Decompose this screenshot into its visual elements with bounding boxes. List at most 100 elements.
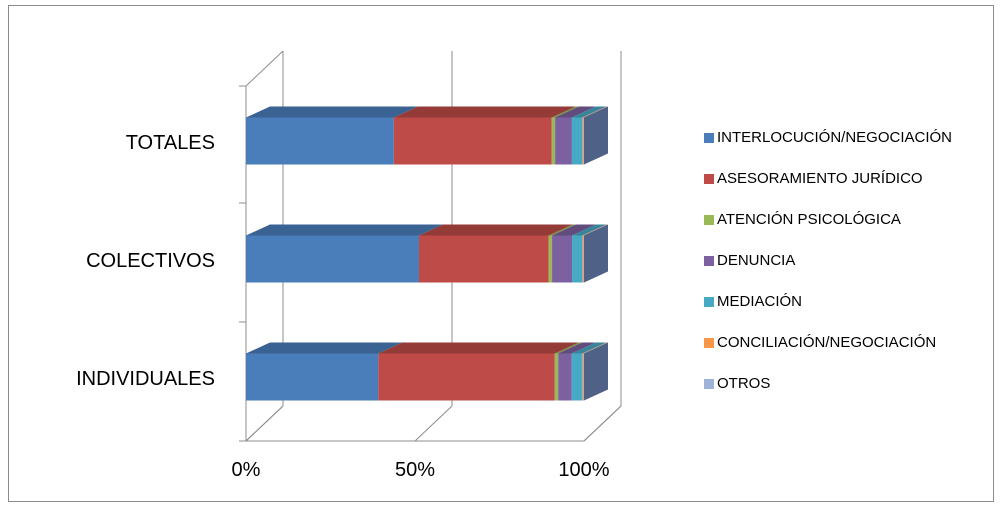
bar-colectivos-6 bbox=[583, 224, 608, 283]
bar-front-face bbox=[582, 353, 584, 401]
bar-top-face bbox=[571, 342, 606, 354]
legend-swatch bbox=[704, 337, 714, 348]
gridline-floor bbox=[245, 405, 284, 442]
bar-totales-4 bbox=[571, 106, 606, 165]
chart-plot: INDIVIDUALES COLECTIVOS TOTALES 0% 50% 100% bbox=[76, 50, 622, 481]
bar-individuales-5 bbox=[581, 342, 607, 401]
bar-front-face bbox=[378, 353, 555, 401]
bar-front-face bbox=[418, 235, 549, 283]
bar-front-face bbox=[246, 235, 419, 283]
bar-top-face bbox=[246, 224, 443, 236]
category-label-colectivos: COLECTIVOS bbox=[86, 250, 215, 272]
bar-front-face bbox=[246, 117, 394, 165]
bar-front-face bbox=[555, 117, 572, 165]
bar-top-face bbox=[583, 224, 608, 236]
bar-top-face bbox=[555, 106, 596, 118]
bar-top-face bbox=[552, 224, 597, 236]
bar-top-face bbox=[581, 106, 607, 118]
legend-label: INTERLOCUCIÓN/NEGOCIACIÓN bbox=[717, 129, 953, 146]
bar-top-face bbox=[582, 342, 608, 354]
bars bbox=[246, 106, 608, 401]
bar-colectivos-4 bbox=[572, 224, 607, 283]
legend-label: ASESORAMIENTO JURÍDICO bbox=[717, 170, 923, 187]
bar-colectivos-2 bbox=[548, 224, 577, 283]
bar-front-face bbox=[548, 235, 553, 283]
legend-label: DENUNCIA bbox=[717, 252, 796, 269]
bar-front-face bbox=[554, 353, 559, 401]
bar-top-face bbox=[554, 342, 583, 354]
bar-end-face bbox=[584, 224, 608, 283]
wall-top-edge bbox=[245, 50, 284, 87]
bar-top-face bbox=[246, 342, 403, 354]
legend-label: OTROS bbox=[717, 375, 771, 392]
bar-front-face bbox=[571, 117, 582, 165]
bar-top-face bbox=[558, 342, 596, 354]
bar-colectivos-3 bbox=[552, 224, 597, 283]
bar-top-face bbox=[571, 106, 606, 118]
legend-item: CONCILIACIÓN/NEGOCIACIÓN bbox=[704, 329, 952, 356]
bar-front-face bbox=[583, 235, 584, 283]
x-tick-label: 0% bbox=[232, 459, 261, 481]
bar-individuales-0 bbox=[246, 342, 403, 401]
legend-swatch bbox=[704, 255, 714, 266]
chart-frame: INDIVIDUALES COLECTIVOS TOTALES 0% 50% 100% … bbox=[8, 5, 994, 502]
legend-label: ATENCIÓN PSICOLÓGICA bbox=[717, 211, 901, 228]
bar-individuales-6 bbox=[582, 342, 608, 401]
category-label-totales: TOTALES bbox=[126, 132, 215, 154]
legend-item: ATENCIÓN PSICOLÓGICA bbox=[704, 206, 952, 233]
bar-top-face bbox=[551, 106, 580, 118]
legend-swatch bbox=[704, 296, 714, 307]
bar-individuales-1 bbox=[378, 342, 579, 401]
bar-totales-3 bbox=[555, 106, 596, 165]
gridline-floor bbox=[583, 405, 622, 442]
legend-item: DENUNCIA bbox=[704, 247, 952, 274]
bar-top-face bbox=[581, 342, 607, 354]
bar-individuales-3 bbox=[558, 342, 596, 401]
bar-colectivos-5 bbox=[582, 224, 608, 283]
bar-top-face bbox=[378, 342, 579, 354]
bar-top-face bbox=[246, 106, 418, 118]
bar-top-face bbox=[548, 224, 577, 236]
x-tick-labels: 0% 50% 100% bbox=[232, 459, 610, 481]
bar-colectivos-1 bbox=[418, 224, 573, 283]
bar-front-face bbox=[582, 117, 584, 165]
legend: INTERLOCUCIÓN/NEGOCIACIÓN ASESORAMIENTO J… bbox=[704, 124, 952, 411]
bar-front-face bbox=[571, 353, 582, 401]
legend-label: MEDIACIÓN bbox=[717, 293, 803, 310]
legend-swatch bbox=[704, 132, 714, 143]
category-labels: INDIVIDUALES COLECTIVOS TOTALES bbox=[76, 132, 215, 390]
x-tick-label: 50% bbox=[395, 459, 435, 481]
bar-totales-1 bbox=[393, 106, 576, 165]
x-tick-label: 100% bbox=[558, 459, 609, 481]
category-label-individuales: INDIVIDUALES bbox=[76, 368, 215, 390]
legend-label: CONCILIACIÓN/NEGOCIACIÓN bbox=[717, 334, 937, 351]
bar-top-face bbox=[582, 224, 608, 236]
bar-end-face bbox=[584, 106, 608, 165]
bar-totales-0 bbox=[246, 106, 418, 165]
bar-front-face bbox=[551, 117, 556, 165]
bar-totales-5 bbox=[581, 106, 607, 165]
legend-item: MEDIACIÓN bbox=[704, 288, 952, 315]
bar-top-face bbox=[393, 106, 576, 118]
bar-totales-2 bbox=[551, 106, 580, 165]
legend-item: ASESORAMIENTO JURÍDICO bbox=[704, 165, 952, 192]
bar-front-face bbox=[581, 117, 583, 165]
bar-individuales-4 bbox=[571, 342, 606, 401]
legend-item: INTERLOCUCIÓN/NEGOCIACIÓN bbox=[704, 124, 952, 151]
legend-swatch bbox=[704, 378, 714, 389]
bar-top-face bbox=[572, 224, 607, 236]
legend-item: OTROS bbox=[704, 370, 952, 397]
bar-front-face bbox=[581, 353, 583, 401]
bar-front-face bbox=[558, 353, 572, 401]
gridline-floor bbox=[414, 405, 453, 442]
bar-front-face bbox=[552, 235, 573, 283]
legend-swatch bbox=[704, 214, 714, 225]
bar-individuales-2 bbox=[554, 342, 583, 401]
bar-front-face bbox=[246, 353, 379, 401]
bar-front-face bbox=[582, 235, 584, 283]
bar-front-face bbox=[393, 117, 552, 165]
bar-top-face bbox=[582, 106, 608, 118]
bar-top-face bbox=[418, 224, 573, 236]
bar-end-face bbox=[584, 342, 608, 401]
legend-swatch bbox=[704, 173, 714, 184]
